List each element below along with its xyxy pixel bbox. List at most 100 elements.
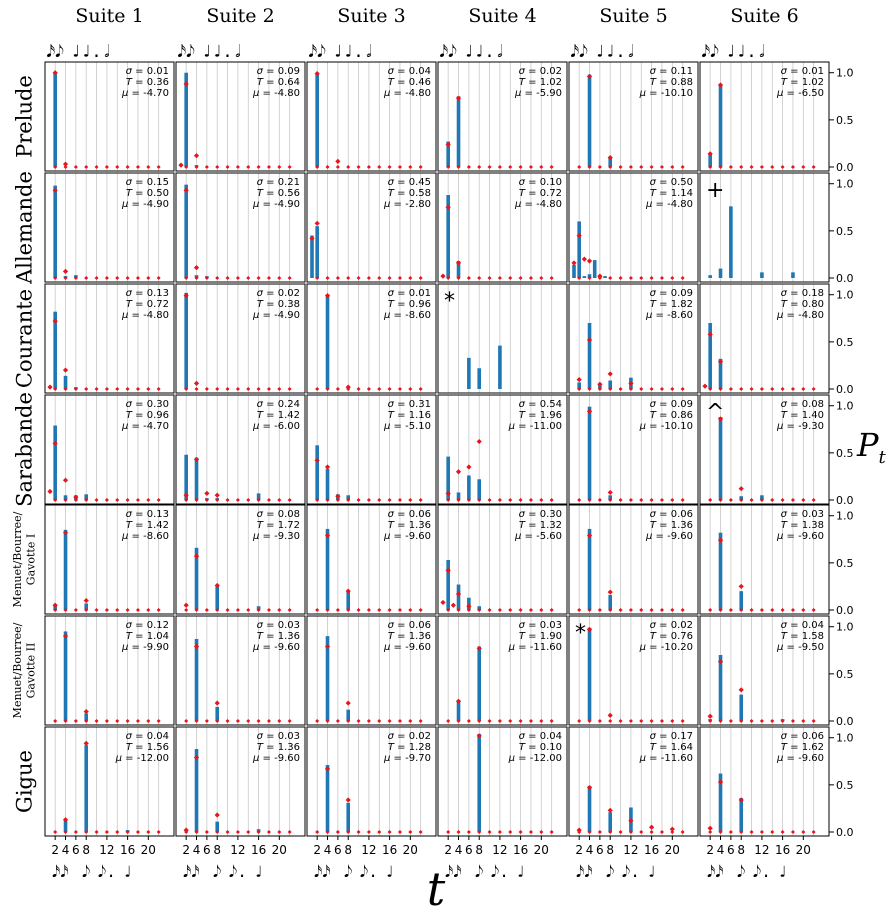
data-point bbox=[178, 162, 184, 168]
panel: σ = 0.50T = 1.14μ = -4.80 bbox=[568, 172, 699, 283]
zero-point bbox=[246, 387, 251, 391]
zero-point bbox=[225, 387, 230, 391]
bar bbox=[718, 655, 723, 721]
panel: σ = 0.30T = 1.32μ = -5.60 bbox=[437, 504, 568, 615]
stat-label: T = bbox=[781, 299, 802, 310]
stat-label: T = bbox=[126, 188, 147, 199]
panel-stat-mu: μ = -9.60 bbox=[776, 753, 824, 764]
stat-value: 1.28 bbox=[409, 742, 431, 753]
zero-point bbox=[670, 498, 675, 502]
panel-stat-mu: μ = -4.90 bbox=[252, 199, 300, 210]
zero-point bbox=[115, 719, 120, 723]
bottom-x-axis: 2 4 6 8 12 16 20𝅘𝅥𝅯𝅘𝅥𝅯 𝅘𝅥𝅮 𝅘𝅥𝅮. ♩2 4 6 8 12 16 20𝅘𝅥𝅯𝅘𝅥𝅯… bbox=[51, 836, 811, 881]
stat-value: -4.80 bbox=[405, 88, 431, 99]
zero-point bbox=[94, 719, 99, 723]
suite-header: Suite 2 bbox=[206, 5, 274, 27]
panel-stat-sigma: σ = 0.03 bbox=[257, 731, 300, 742]
stat-value: 1.42 bbox=[147, 520, 169, 531]
zero-point bbox=[549, 276, 554, 280]
zero-point bbox=[680, 387, 685, 391]
top-note-glyph: ♩ bbox=[333, 42, 343, 62]
zero-point bbox=[73, 608, 78, 612]
stat-value: 0.04 bbox=[540, 731, 562, 742]
top-note-glyph: ♩. bbox=[474, 42, 494, 62]
bottom-note-glyph: ♩ bbox=[778, 862, 788, 881]
zero-point bbox=[759, 608, 764, 612]
zero-point bbox=[549, 608, 554, 612]
zero-point bbox=[377, 276, 382, 280]
stat-label: σ = bbox=[781, 509, 802, 520]
panel-stat-sigma: σ = 0.09 bbox=[257, 66, 300, 77]
y-tick-label: 0.0 bbox=[836, 494, 854, 507]
zero-point bbox=[277, 165, 282, 169]
data-point bbox=[62, 161, 69, 167]
zero-point bbox=[366, 719, 371, 723]
panel-stat-sigma: σ = 0.01 bbox=[388, 288, 431, 299]
bar bbox=[346, 802, 351, 832]
stat-value: -9.60 bbox=[798, 531, 824, 542]
panel-frame bbox=[568, 726, 699, 837]
zero-point bbox=[597, 608, 602, 612]
stat-label: T = bbox=[781, 520, 802, 531]
bar bbox=[760, 495, 764, 500]
panel-stat-mu: μ = -12.00 bbox=[508, 753, 562, 764]
zero-point bbox=[325, 608, 330, 612]
stat-label: σ = bbox=[781, 288, 802, 299]
stat-label: σ = bbox=[519, 731, 540, 742]
bar bbox=[194, 547, 199, 610]
stat-label: T = bbox=[650, 631, 671, 642]
zero-point bbox=[528, 608, 533, 612]
stat-value: 0.45 bbox=[409, 177, 431, 188]
bar bbox=[587, 74, 592, 167]
stat-label: T = bbox=[257, 520, 278, 531]
zero-point bbox=[418, 165, 423, 169]
panel-stat-mu: μ = -9.60 bbox=[776, 531, 824, 542]
zero-point bbox=[608, 498, 613, 502]
zero-point bbox=[277, 830, 282, 834]
panel-frame bbox=[568, 61, 699, 172]
bar bbox=[325, 765, 330, 832]
panel-frame bbox=[699, 283, 830, 394]
zero-point bbox=[63, 276, 68, 280]
x-tick-label: 12 bbox=[754, 843, 769, 857]
zero-point bbox=[63, 165, 68, 169]
bar bbox=[310, 235, 314, 278]
panel-stat-mu: μ = -9.90 bbox=[121, 642, 169, 653]
panel-stat-mu: μ = -11.60 bbox=[508, 642, 562, 653]
zero-point bbox=[266, 387, 271, 391]
panel: σ = 0.09T = 0.86μ = -10.10 bbox=[568, 394, 699, 505]
zero-point bbox=[215, 608, 220, 612]
zero-point bbox=[156, 387, 161, 391]
stat-value: -4.80 bbox=[143, 310, 169, 321]
zero-point bbox=[739, 387, 744, 391]
zero-point bbox=[73, 165, 78, 169]
data-point bbox=[214, 812, 220, 818]
zero-point bbox=[235, 276, 240, 280]
top-note-glyph: 𝅘𝅥𝅯𝅘𝅥𝅮 bbox=[701, 42, 719, 62]
panel-marker: + bbox=[706, 178, 724, 203]
zero-point bbox=[387, 387, 392, 391]
panel-stat-t: T = 0.56 bbox=[257, 188, 300, 199]
x-tick-label: 12 bbox=[623, 843, 638, 857]
stat-label: σ = bbox=[781, 66, 802, 77]
y-tick-label: 0.5 bbox=[836, 668, 854, 681]
x-tick-label: 20 bbox=[796, 843, 811, 857]
panel-stat-t: T = 1.90 bbox=[519, 631, 562, 642]
zero-point bbox=[225, 608, 230, 612]
zero-point bbox=[780, 387, 785, 391]
movement-label: Menuet/Bourree/Gavotte I bbox=[11, 511, 38, 607]
zero-point bbox=[639, 498, 644, 502]
top-note-glyph: 𝅘𝅥𝅯𝅘𝅥𝅮 bbox=[439, 42, 457, 62]
stat-value: 0.30 bbox=[540, 509, 562, 520]
stat-value: 0.03 bbox=[278, 620, 300, 631]
zero-point bbox=[146, 830, 151, 834]
top-note-glyph: ♩ bbox=[595, 42, 605, 62]
panel-stat-mu: μ = -6.50 bbox=[776, 88, 824, 99]
stat-value: 0.03 bbox=[802, 509, 824, 520]
panel-stat-mu: μ = -10.10 bbox=[639, 421, 693, 432]
stat-label: μ = bbox=[121, 531, 143, 542]
zero-point bbox=[801, 719, 806, 723]
zero-point bbox=[770, 387, 775, 391]
panel-stat-t: T = 1.96 bbox=[519, 410, 562, 421]
data-point bbox=[214, 582, 220, 589]
